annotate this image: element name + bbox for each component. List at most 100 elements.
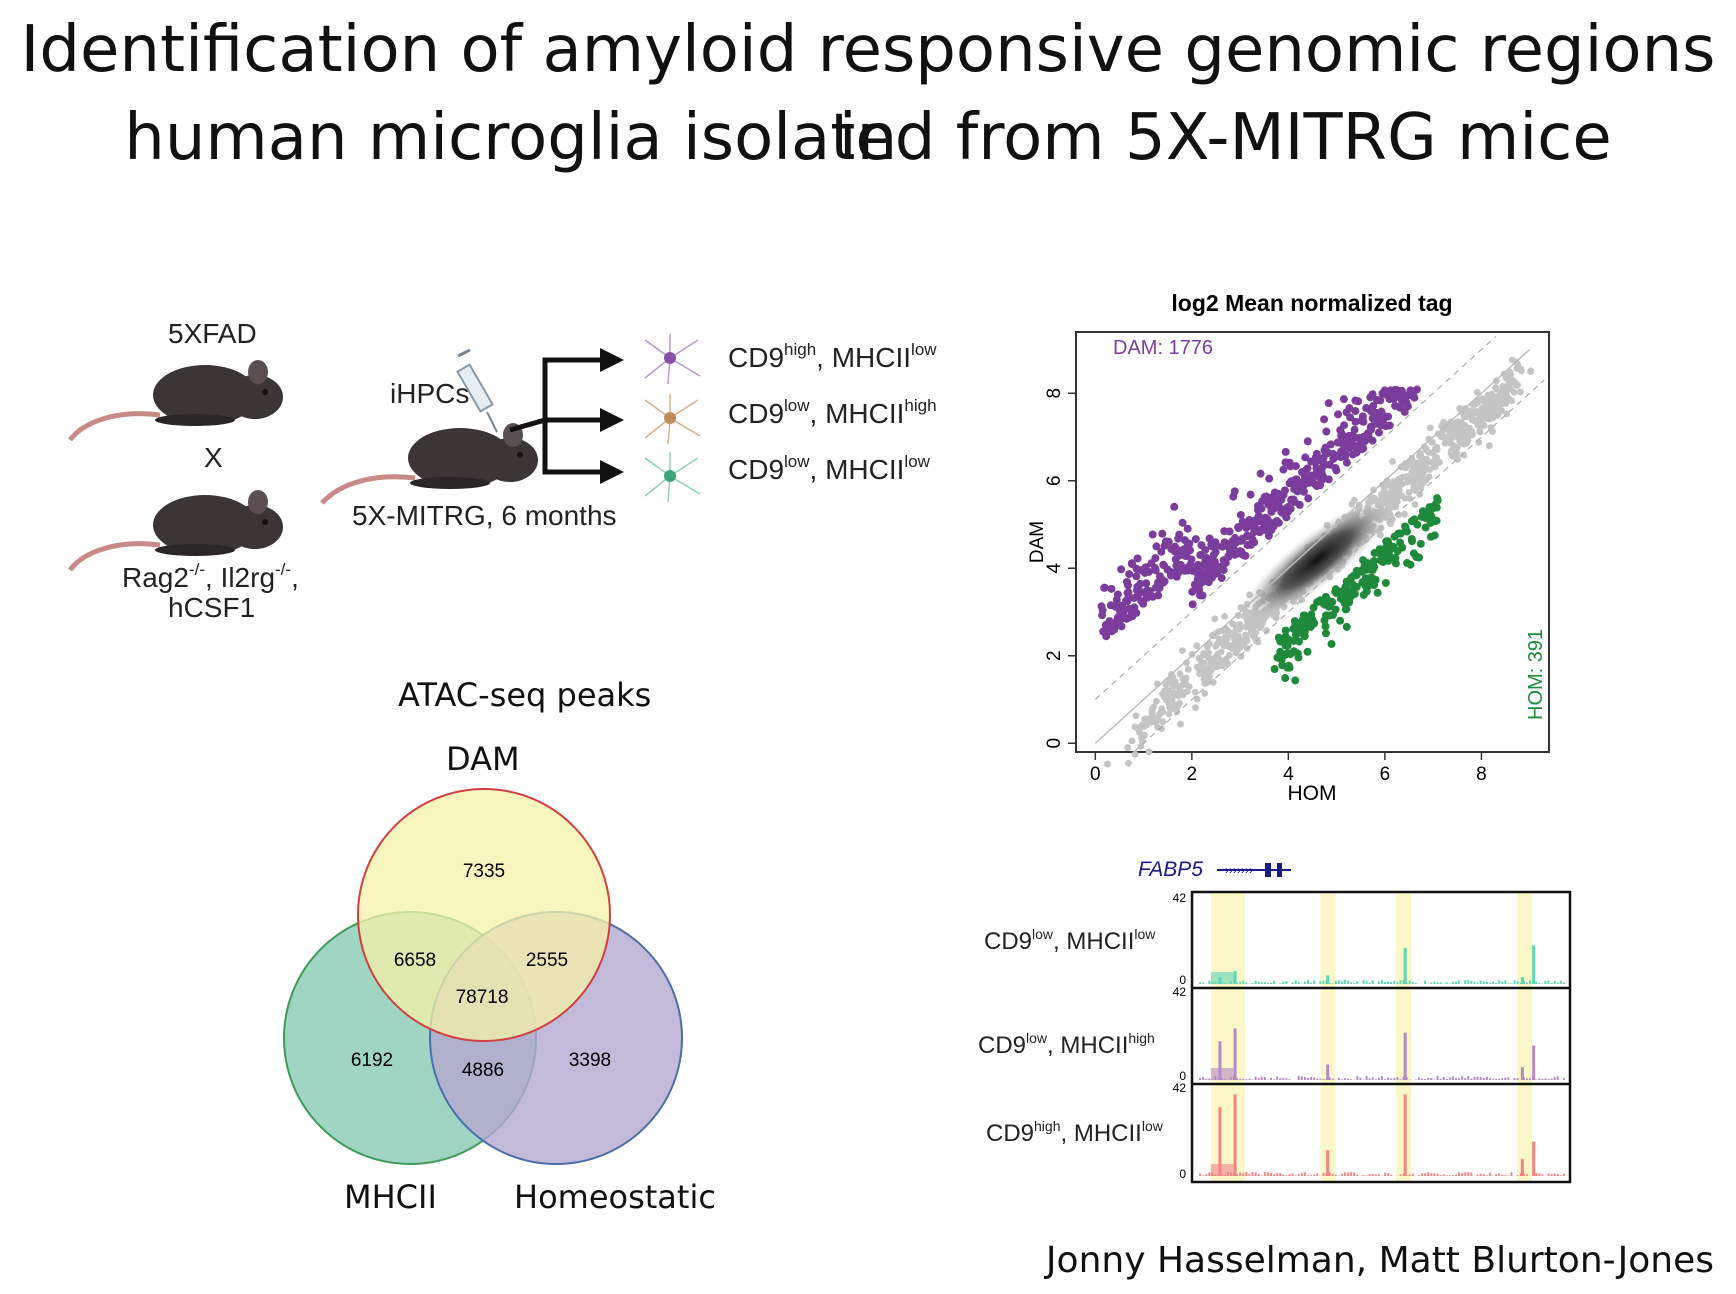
- arrow-head-2: [600, 408, 624, 432]
- point-dam: [1344, 436, 1353, 445]
- point-background: [1494, 403, 1501, 411]
- venn-count-hom-only: 3398: [569, 1050, 611, 1071]
- point-dam: [1336, 453, 1345, 462]
- coverage-peak: [1233, 971, 1237, 984]
- point-dam: [1397, 386, 1406, 395]
- coverage-block: [1210, 972, 1234, 984]
- point-dam: [1266, 495, 1275, 504]
- point-dam: [1205, 534, 1214, 543]
- coverage-bar: [1260, 981, 1263, 984]
- point-dam: [1362, 404, 1371, 413]
- point-dam: [1098, 611, 1107, 620]
- point-dam: [1318, 463, 1327, 472]
- slide-title-line-2: human microglia isolated from 5X-MITRG m…: [124, 101, 1612, 175]
- coverage-bar: [1525, 982, 1528, 984]
- coverage-bar: [1381, 1076, 1383, 1080]
- peak-highlight: [1517, 892, 1533, 1182]
- point-dam: [1318, 475, 1327, 484]
- coverage-peak: [1233, 1028, 1237, 1080]
- coverage-bar: [1350, 1172, 1353, 1176]
- coverage-bar: [1300, 1173, 1303, 1176]
- point-background: [1476, 427, 1484, 434]
- coverage-bar: [1365, 1175, 1368, 1176]
- point-dam: [1188, 600, 1197, 609]
- point-background: [1438, 430, 1446, 438]
- coverage-bar: [1448, 983, 1451, 984]
- point-background: [1140, 723, 1147, 730]
- coverage-bar: [1236, 982, 1239, 984]
- mouse-icon-5x-mitrg: [320, 423, 538, 505]
- point-dam: [1350, 425, 1359, 434]
- coverage-bar: [1488, 1172, 1491, 1176]
- coverage-bar: [1282, 1078, 1285, 1080]
- point-background: [1397, 463, 1405, 471]
- point-dam: [1309, 473, 1318, 482]
- coverage-bar: [1516, 1175, 1519, 1176]
- coverage-bar: [1482, 1077, 1485, 1080]
- point-background: [1234, 612, 1242, 620]
- point-hom: [1349, 580, 1358, 589]
- coverage-bar: [1448, 1077, 1451, 1080]
- point-hom: [1390, 532, 1399, 541]
- coverage-bar: [1455, 1174, 1457, 1176]
- point-background: [1208, 666, 1215, 673]
- point-dam: [1195, 580, 1204, 589]
- point-dam: [1367, 425, 1376, 434]
- coverage-bar: [1322, 1173, 1325, 1176]
- point-dam: [1351, 417, 1360, 426]
- coverage-bar: [1513, 1078, 1516, 1080]
- slide-title-line-1: Identification of amyloid responsive gen…: [20, 13, 1716, 175]
- coverage-bar: [1347, 980, 1350, 984]
- point-dam: [1400, 407, 1409, 416]
- coverage-bar: [1340, 981, 1343, 984]
- coverage-bar: [1467, 980, 1470, 984]
- point-background: [1218, 662, 1226, 670]
- point-dam: [1100, 583, 1109, 592]
- point-hom: [1416, 539, 1425, 548]
- coverage-bar: [1414, 983, 1417, 984]
- point-hom: [1325, 601, 1334, 610]
- point-dam: [1329, 454, 1338, 463]
- coverage-peak: [1520, 1158, 1524, 1176]
- coverage-bar: [1424, 1079, 1427, 1080]
- point-dam: [1393, 392, 1402, 401]
- point-hom: [1401, 522, 1410, 531]
- coverage-peak: [1403, 1032, 1407, 1080]
- microglia-icon-2: [644, 394, 701, 445]
- coverage-bar: [1319, 1078, 1322, 1080]
- point-dam: [1158, 529, 1167, 538]
- point-background: [1200, 676, 1208, 683]
- point-background: [1492, 384, 1500, 391]
- point-dam: [1348, 450, 1357, 459]
- coverage-bar: [1257, 1077, 1260, 1080]
- point-hom: [1309, 620, 1318, 629]
- point-dam: [1159, 578, 1168, 587]
- coverage-bar: [1393, 980, 1396, 984]
- point-background: [1249, 630, 1256, 638]
- track-label-1: CD9low, MHCIIlow: [984, 926, 1156, 955]
- point-background: [1420, 466, 1428, 474]
- coverage-bar: [1519, 1173, 1522, 1176]
- point-background: [1394, 498, 1401, 505]
- coverage-bar: [1245, 1079, 1248, 1080]
- venn-count-mhcii-only: 6192: [351, 1050, 393, 1071]
- track3-ymin: 0: [1179, 1167, 1186, 1181]
- point-background: [1417, 483, 1425, 491]
- point-background: [1401, 510, 1408, 518]
- coverage-bar: [1390, 1078, 1393, 1080]
- point-background: [1161, 690, 1169, 697]
- point-background: [1446, 431, 1454, 439]
- track1-ymax: 42: [1173, 891, 1187, 905]
- y-tick-label: 8: [1044, 388, 1065, 399]
- point-background: [1188, 650, 1196, 658]
- point-dam: [1282, 505, 1291, 514]
- coverage-bar: [1205, 1174, 1208, 1176]
- coverage-bar: [1371, 1173, 1374, 1176]
- coverage-bar: [1263, 982, 1266, 984]
- coverage-bar: [1507, 1175, 1510, 1176]
- point-background: [1150, 703, 1158, 711]
- point-dam: [1142, 589, 1151, 598]
- point-dam: [1369, 401, 1378, 410]
- coverage-bar: [1396, 1077, 1399, 1080]
- coverage-bar: [1479, 1077, 1482, 1080]
